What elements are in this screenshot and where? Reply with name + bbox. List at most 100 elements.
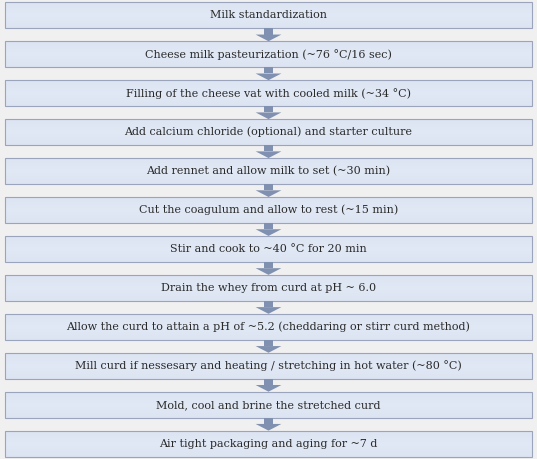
Polygon shape bbox=[5, 16, 532, 17]
Polygon shape bbox=[5, 237, 532, 238]
Polygon shape bbox=[256, 151, 281, 158]
Polygon shape bbox=[5, 60, 532, 61]
Polygon shape bbox=[5, 450, 532, 451]
Polygon shape bbox=[5, 167, 532, 168]
Polygon shape bbox=[5, 402, 532, 403]
Polygon shape bbox=[5, 84, 532, 85]
Polygon shape bbox=[5, 180, 532, 181]
Polygon shape bbox=[5, 284, 532, 285]
Polygon shape bbox=[256, 112, 281, 119]
Polygon shape bbox=[5, 175, 532, 176]
Polygon shape bbox=[5, 222, 532, 223]
Polygon shape bbox=[5, 170, 532, 171]
Polygon shape bbox=[5, 202, 532, 203]
Polygon shape bbox=[5, 80, 532, 81]
Polygon shape bbox=[5, 296, 532, 297]
Polygon shape bbox=[5, 331, 532, 332]
Polygon shape bbox=[5, 278, 532, 279]
Polygon shape bbox=[5, 178, 532, 179]
Polygon shape bbox=[5, 183, 532, 184]
Polygon shape bbox=[5, 250, 532, 251]
Polygon shape bbox=[5, 100, 532, 101]
Polygon shape bbox=[5, 144, 532, 145]
Text: Mold, cool and brine the stretched curd: Mold, cool and brine the stretched curd bbox=[156, 400, 381, 410]
Polygon shape bbox=[5, 168, 532, 169]
Polygon shape bbox=[5, 174, 532, 175]
Polygon shape bbox=[5, 328, 532, 329]
Polygon shape bbox=[5, 439, 532, 440]
Polygon shape bbox=[5, 42, 532, 43]
Polygon shape bbox=[5, 27, 532, 28]
Polygon shape bbox=[5, 48, 532, 49]
Polygon shape bbox=[5, 453, 532, 454]
Polygon shape bbox=[5, 365, 532, 366]
Polygon shape bbox=[5, 253, 532, 254]
Polygon shape bbox=[5, 412, 532, 413]
Polygon shape bbox=[5, 221, 532, 222]
Polygon shape bbox=[5, 165, 532, 166]
Polygon shape bbox=[5, 335, 532, 336]
Polygon shape bbox=[5, 86, 532, 87]
Polygon shape bbox=[5, 124, 532, 125]
Polygon shape bbox=[5, 319, 532, 320]
Polygon shape bbox=[5, 322, 532, 323]
Polygon shape bbox=[5, 289, 532, 290]
Polygon shape bbox=[5, 448, 532, 449]
Polygon shape bbox=[5, 281, 532, 282]
Polygon shape bbox=[5, 326, 532, 327]
Polygon shape bbox=[5, 50, 532, 51]
Polygon shape bbox=[5, 105, 532, 106]
Polygon shape bbox=[5, 219, 532, 220]
Polygon shape bbox=[5, 436, 532, 437]
Polygon shape bbox=[5, 414, 532, 415]
Polygon shape bbox=[5, 201, 532, 202]
Polygon shape bbox=[256, 229, 281, 236]
Polygon shape bbox=[5, 8, 532, 9]
Polygon shape bbox=[5, 245, 532, 246]
Polygon shape bbox=[5, 444, 532, 445]
Polygon shape bbox=[5, 334, 532, 335]
Polygon shape bbox=[5, 254, 532, 255]
Polygon shape bbox=[5, 15, 532, 16]
Polygon shape bbox=[5, 360, 532, 361]
Polygon shape bbox=[5, 85, 532, 86]
Polygon shape bbox=[5, 337, 532, 338]
Polygon shape bbox=[264, 340, 273, 346]
Polygon shape bbox=[5, 246, 532, 247]
Polygon shape bbox=[5, 101, 532, 102]
Polygon shape bbox=[5, 442, 532, 443]
Polygon shape bbox=[5, 408, 532, 409]
Polygon shape bbox=[5, 163, 532, 164]
Polygon shape bbox=[5, 243, 532, 244]
Polygon shape bbox=[5, 197, 532, 198]
Polygon shape bbox=[5, 366, 532, 367]
Polygon shape bbox=[5, 176, 532, 177]
Polygon shape bbox=[5, 95, 532, 96]
Polygon shape bbox=[5, 298, 532, 299]
Polygon shape bbox=[264, 184, 273, 190]
Polygon shape bbox=[5, 258, 532, 259]
Text: Filling of the cheese vat with cooled milk (~34 °C): Filling of the cheese vat with cooled mi… bbox=[126, 88, 411, 99]
Polygon shape bbox=[5, 236, 532, 237]
Polygon shape bbox=[5, 447, 532, 448]
Polygon shape bbox=[5, 456, 532, 457]
Polygon shape bbox=[5, 336, 532, 337]
Polygon shape bbox=[5, 103, 532, 104]
Polygon shape bbox=[264, 223, 273, 229]
Polygon shape bbox=[256, 385, 281, 392]
Polygon shape bbox=[5, 416, 532, 417]
Polygon shape bbox=[5, 129, 532, 130]
Polygon shape bbox=[264, 28, 273, 34]
Polygon shape bbox=[5, 247, 532, 248]
Polygon shape bbox=[5, 452, 532, 453]
Polygon shape bbox=[5, 214, 532, 215]
Polygon shape bbox=[5, 119, 532, 120]
Text: Cut the coagulum and allow to rest (~15 min): Cut the coagulum and allow to rest (~15 … bbox=[139, 205, 398, 215]
Polygon shape bbox=[5, 410, 532, 411]
Polygon shape bbox=[5, 413, 532, 414]
Polygon shape bbox=[5, 318, 532, 319]
Polygon shape bbox=[5, 7, 532, 8]
Polygon shape bbox=[5, 257, 532, 258]
Polygon shape bbox=[5, 49, 532, 50]
Polygon shape bbox=[5, 166, 532, 167]
